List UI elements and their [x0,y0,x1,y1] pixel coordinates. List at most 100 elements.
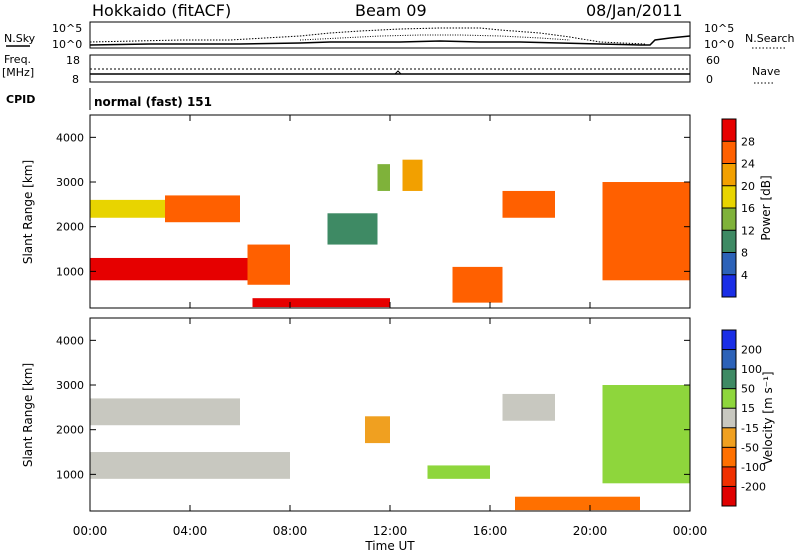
heatmap-region [602,385,690,484]
colorbar-segment [722,466,736,487]
velocity-yticks: 1000 2000 3000 4000 [56,334,690,481]
colorbar-tick-label: 15 [741,402,755,415]
nsky-mid-band [299,34,571,41]
nsky-tick-low: 10^0 [52,38,82,51]
colorbar-segment [722,349,736,370]
colorbar-tick-label: 50 [741,383,755,396]
colorbar-segment [722,447,736,467]
colorbar-segment [722,163,736,186]
colorbar-tick-label: 12 [741,224,755,237]
heatmap-region [515,496,640,511]
colorbar-tick-label: 16 [741,202,755,215]
x-tick-label: 12:00 [373,524,408,538]
colorbar-segment [722,274,736,297]
heatmap-region [247,244,290,285]
colorbar-segment [722,119,736,142]
x-tick-label: 04:00 [173,524,208,538]
nsky-line [89,35,691,46]
velocity-xtickmarks [89,318,691,511]
nsearch-tick-high: 10^5 [704,22,734,35]
heatmap-region [327,213,378,245]
nsky-series [89,27,691,46]
station-title: Hokkaido (fitACF) [92,1,231,20]
colorbar-tick-label: 8 [741,247,748,260]
velocity-colorbar-label: Velocity [m s⁻¹] [761,371,775,464]
time-axis-labels: 00:00 04:00 08:00 12:00 16:00 20:00 00:00 [73,524,708,538]
velocity-heatmap [90,385,690,511]
heatmap-region [90,257,250,281]
x-tick-label: 16:00 [473,524,508,538]
beam-title: Beam 09 [355,1,427,20]
x-tick-label: 00:00 [673,524,708,538]
colorbar-tick-label: 4 [741,269,748,282]
heatmap-region [377,164,390,191]
colorbar-tick-label: 28 [741,135,755,148]
heatmap-region [252,298,390,308]
colorbar-tick-label: 20 [741,180,755,193]
nsky-upper-band [89,27,646,45]
x-tick-label: 00:00 [73,524,108,538]
colorbar-tick-label: -50 [741,441,759,454]
freq-unit: [MHz] [2,66,34,79]
colorbar-tick-label: 24 [741,158,755,171]
cpid-label: CPID [6,93,35,106]
y-tick-label: 1000 [56,468,84,481]
colorbar-segment [722,369,736,389]
x-tick-label: 08:00 [273,524,308,538]
nave-tick-high: 60 [706,54,720,67]
power-colorbar-label: Power [dB] [759,175,773,240]
y-tick-label: 3000 [56,176,84,189]
y-tick-label: 4000 [56,131,84,144]
power-ylabel: Slant Range [km] [21,160,35,264]
colorbar-segment [722,141,736,164]
heatmap-region [90,398,240,426]
colorbar-segment [722,427,736,448]
power-heatmap [90,159,690,308]
heatmap-region [427,465,490,479]
heatmap-region [452,266,503,303]
cpid-value: normal (fast) 151 [94,95,212,109]
heatmap-region [90,452,290,479]
power-colorbar-ticks: 4 8 12 16 20 24 28 [722,135,755,282]
colorbar-segment [722,330,736,350]
heatmap-region [365,416,390,444]
power-colorbar [722,119,736,297]
nsky-tick-high: 10^5 [52,22,82,35]
colorbar-segment [722,486,736,506]
heatmap-region [90,199,165,218]
y-tick-label: 2000 [56,424,84,437]
x-tick-label: 20:00 [573,524,608,538]
freq-tick-high: 18 [66,54,80,67]
power-yticks: 1000 2000 3000 4000 [56,131,690,278]
y-tick-label: 1000 [56,265,84,278]
freq-tick-low: 8 [72,73,79,86]
colorbar-tick-label: -200 [741,480,766,493]
colorbar-segment [722,208,736,231]
power-xtickmarks [89,115,691,308]
freq-label: Freq. [4,53,31,66]
time-axis-title: Time UT [364,539,415,553]
velocity-colorbar [722,330,736,506]
velocity-colorbar-ticks: 200 100 50 15 -15 -50 -100 -200 [722,344,766,493]
colorbar-tick-label: 200 [741,344,762,357]
colorbar-tick-label: -15 [741,422,759,435]
y-tick-label: 4000 [56,334,84,347]
velocity-ylabel: Slant Range [km] [21,363,35,467]
heatmap-region [502,190,555,218]
colorbar-segment [722,230,736,253]
nave-tick-low: 0 [706,73,713,86]
nsearch-label: N.Search [745,32,795,45]
colorbar-tick-label: -100 [741,461,766,474]
nsearch-tick-low: 10^0 [704,38,734,51]
nsky-label: N.Sky [4,32,36,45]
heatmap-region [602,182,690,281]
heatmap-region [402,159,423,191]
nsky-panel [89,21,691,49]
colorbar-segment [722,408,736,428]
colorbar-segment [722,388,736,409]
freq-glitch [394,70,402,75]
colorbar-segment [722,185,736,208]
y-tick-label: 2000 [56,221,84,234]
colorbar-tick-label: 100 [741,363,762,376]
